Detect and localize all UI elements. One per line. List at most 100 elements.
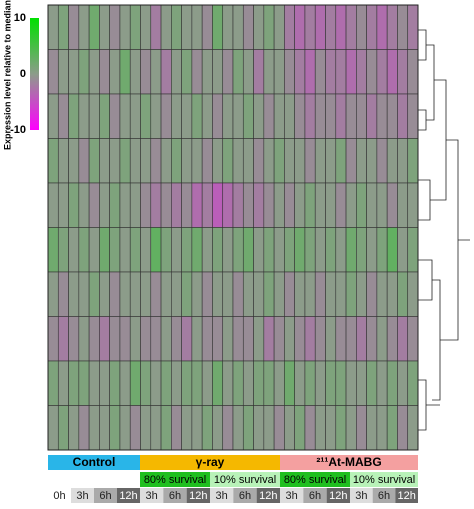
heatmap-cell	[397, 93, 409, 139]
heatmap-cell	[68, 271, 80, 317]
heatmap-cell	[273, 4, 285, 50]
heatmap-cell	[160, 360, 172, 406]
heatmap-cell	[88, 227, 100, 273]
heatmap-cell	[171, 93, 182, 139]
heatmap-cell	[68, 93, 80, 139]
heatmap-cell	[109, 316, 121, 362]
heatmap-cell	[140, 49, 152, 95]
heatmap-cell	[345, 316, 357, 362]
heatmap-cell	[99, 49, 110, 95]
heatmap-cell	[150, 271, 162, 317]
heatmap-cell	[222, 49, 234, 95]
heatmap-cell	[376, 316, 388, 362]
survival-bar	[280, 472, 350, 487]
heatmap-cell	[294, 360, 306, 406]
heatmap-cell	[88, 4, 100, 50]
heatmap-cell	[232, 360, 244, 406]
heatmap-cell	[232, 271, 244, 317]
heatmap-cell	[263, 227, 275, 273]
heatmap-cell	[99, 93, 110, 139]
heatmap-cell	[397, 360, 409, 406]
heatmap-cell	[150, 93, 162, 139]
heatmap-cell	[78, 316, 90, 362]
heatmap-cell	[314, 49, 326, 95]
heatmap-cell	[356, 4, 367, 50]
heatmap-cell	[57, 316, 69, 362]
heatmap-cell	[335, 182, 347, 228]
heatmap-cell	[304, 271, 316, 317]
heatmap-cell	[345, 227, 357, 273]
heatmap-cell	[129, 93, 141, 139]
heatmap-cell	[284, 138, 295, 184]
heatmap-cell	[140, 4, 152, 50]
heatmap-cell	[201, 316, 213, 362]
heatmap-cell	[376, 182, 388, 228]
heatmap-cell	[160, 49, 172, 95]
heatmap-cell	[376, 360, 388, 406]
heatmap-cell	[160, 316, 172, 362]
heatmap-cell	[325, 360, 337, 406]
heatmap-cell	[201, 4, 213, 50]
heatmap-cell	[253, 93, 265, 139]
survival-label: 10% survival	[214, 474, 276, 486]
heatmap-cell	[407, 138, 419, 184]
heatmap-cell	[366, 271, 378, 317]
heatmap-cell	[376, 49, 388, 95]
heatmap-cell	[78, 49, 90, 95]
heatmap-cell	[397, 405, 409, 451]
heatmap-cell	[222, 182, 234, 228]
heatmap-cell	[294, 49, 306, 95]
heatmap-cell	[171, 271, 182, 317]
heatmap-cell	[294, 271, 306, 317]
heatmap-cell	[78, 138, 90, 184]
heatmap-cell	[88, 93, 100, 139]
time-label: 6h	[239, 490, 251, 502]
heatmap-cell	[57, 227, 69, 273]
heatmap-cell	[304, 360, 316, 406]
heatmap-cell	[345, 271, 357, 317]
time-bar	[350, 488, 373, 503]
heatmap-cell	[345, 138, 357, 184]
heatmap-cell	[181, 360, 193, 406]
heatmap-cell	[201, 93, 213, 139]
heatmap-cell	[88, 360, 100, 406]
heatmap-cell	[160, 138, 172, 184]
heatmap-cell	[263, 405, 275, 451]
heatmap-cell	[284, 405, 295, 451]
heatmap-cell	[181, 227, 193, 273]
heatmap-cell	[314, 227, 326, 273]
heatmap-cell	[356, 316, 367, 362]
heatmap-cell	[119, 182, 131, 228]
heatmap-cell	[386, 138, 398, 184]
heatmap-cell	[160, 271, 172, 317]
heatmap-cell	[150, 49, 162, 95]
group-bar	[48, 455, 140, 470]
heatmap-cell	[68, 182, 80, 228]
heatmap-cell	[47, 405, 59, 451]
heatmap-cell	[294, 405, 306, 451]
heatmap-cell	[181, 138, 193, 184]
heatmap-cell	[212, 227, 224, 273]
time-label: 6h	[99, 490, 111, 502]
colorbar-tick-label: 10	[14, 12, 26, 24]
heatmap-cell	[191, 93, 203, 139]
time-bar	[71, 488, 94, 503]
heatmap-cell	[253, 360, 265, 406]
heatmap-cell	[47, 227, 59, 273]
heatmap-cell	[335, 93, 347, 139]
heatmap-cell	[356, 182, 367, 228]
heatmap-cell	[273, 360, 285, 406]
heatmap-cell	[201, 138, 213, 184]
heatmap-cell	[78, 360, 90, 406]
heatmap-cell	[119, 138, 131, 184]
heatmap-cell	[263, 93, 275, 139]
heatmap-cell	[284, 4, 295, 50]
heatmap-cell	[47, 138, 59, 184]
heatmap-cell	[99, 138, 110, 184]
heatmap-cell	[325, 405, 337, 451]
heatmap-cell	[386, 316, 398, 362]
heatmap-cell	[232, 405, 244, 451]
heatmap-cell	[345, 360, 357, 406]
heatmap-cell	[284, 49, 295, 95]
